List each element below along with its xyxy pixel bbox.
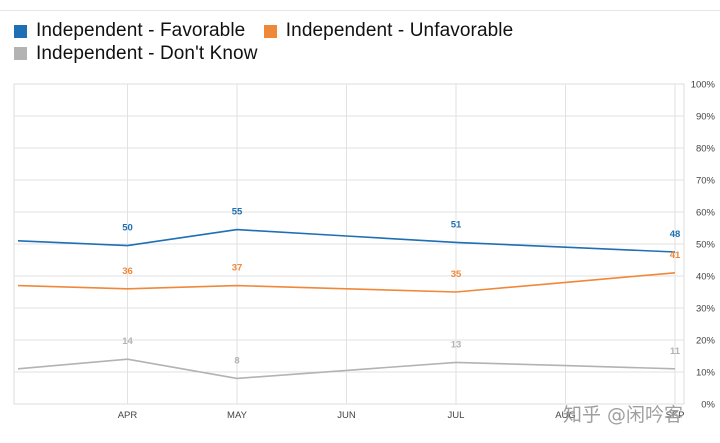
- series-line-1: [17, 272, 676, 293]
- watermark-text: 知乎 @闲吟客: [563, 404, 684, 426]
- y-tick-label: 80%: [696, 144, 716, 155]
- y-tick-label: 50%: [696, 240, 716, 251]
- data-label: 14: [122, 336, 133, 347]
- y-tick-label: 60%: [696, 208, 716, 219]
- y-tick-label: 10%: [696, 368, 716, 379]
- x-tick-label: JUN: [337, 410, 356, 421]
- chart-legend: Independent - Favorable Independent - Un…: [14, 20, 714, 65]
- x-tick-label: SEP: [665, 410, 684, 421]
- data-label: 11: [670, 346, 681, 357]
- legend-row-1: Independent - Favorable Independent - Un…: [14, 20, 714, 43]
- y-tick-label: 0%: [701, 400, 715, 411]
- legend-item-unfavorable[interactable]: Independent - Unfavorable: [263, 20, 514, 42]
- x-tick-label: MAY: [227, 410, 248, 421]
- data-label: 8: [234, 355, 239, 366]
- series-line-2: [17, 358, 676, 380]
- legend-label-dont-know: Independent - Don't Know: [36, 42, 258, 64]
- data-label: 35: [451, 269, 462, 280]
- series-line-0: [17, 228, 676, 253]
- data-label: 41: [670, 250, 681, 261]
- legend-swatch-favorable: [14, 24, 27, 38]
- y-tick-label: 100%: [691, 80, 716, 91]
- data-label: 50: [122, 223, 133, 234]
- y-tick-label: 40%: [696, 272, 716, 283]
- legend-label-favorable: Independent - Favorable: [36, 20, 246, 41]
- data-label: 36: [122, 266, 133, 277]
- legend-label-unfavorable: Independent - Unfavorable: [285, 20, 514, 41]
- legend-swatch-dont-know: [14, 47, 27, 60]
- y-tick-label: 70%: [696, 176, 716, 187]
- data-label: 37: [232, 263, 243, 274]
- x-tick-label: AUG: [555, 410, 576, 421]
- legend-item-dont-know[interactable]: Independent - Don't Know: [14, 43, 258, 65]
- legend-row-2: Independent - Don't Know: [14, 43, 714, 66]
- y-tick-label: 20%: [696, 336, 716, 347]
- y-tick-label: 90%: [696, 112, 716, 123]
- x-tick-label: APR: [118, 410, 138, 421]
- data-label: 51: [451, 219, 462, 230]
- x-tick-label: JUL: [448, 410, 465, 421]
- legend-item-favorable[interactable]: Independent - Favorable: [14, 20, 245, 42]
- legend-swatch-unfavorable: [263, 24, 277, 38]
- top-divider: [0, 10, 720, 11]
- y-tick-label: 30%: [696, 304, 716, 315]
- data-label: 55: [232, 207, 243, 218]
- data-label: 48: [670, 229, 681, 240]
- data-label: 13: [451, 339, 462, 350]
